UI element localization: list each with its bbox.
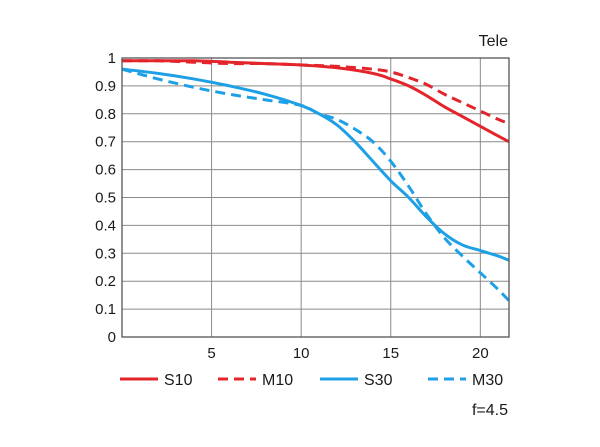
- y-tick-label: 0.1: [95, 301, 116, 318]
- legend-label-m10: M10: [262, 372, 293, 389]
- y-tick-label: 0.5: [95, 190, 116, 207]
- series-lines: [121, 59, 511, 302]
- y-tick-label: 1: [108, 50, 116, 67]
- x-tick-label: 10: [293, 345, 310, 362]
- y-tick-label: 0.7: [95, 134, 116, 151]
- legend-label-s10: S10: [164, 372, 193, 389]
- series-line-s10: [122, 59, 510, 144]
- y-tick-label: 0.6: [95, 162, 116, 179]
- x-tick-label: 5: [207, 345, 215, 362]
- x-tick-label: 15: [382, 345, 399, 362]
- grid-lines: [122, 58, 509, 337]
- series-line-s30: [121, 67, 510, 262]
- y-tick-label: 0: [108, 329, 116, 346]
- series-line-m10: [121, 59, 510, 125]
- y-tick-label: 0.4: [95, 217, 116, 234]
- legend-label-s30: S30: [364, 372, 393, 389]
- y-tick-label: 0.2: [95, 273, 116, 290]
- legend-label-m30: M30: [472, 372, 503, 389]
- y-tick-labels: 0 0.1 0.2 0.3 0.4 0.5 0.6 0.7 0.8 0.9 1: [95, 50, 116, 346]
- series-line-m30: [121, 67, 511, 302]
- x-tick-labels: 5 10 15 20: [207, 345, 488, 362]
- chart-title: Tele: [479, 33, 508, 50]
- y-tick-label: 0.3: [95, 245, 116, 262]
- x-tick-label: 20: [472, 345, 489, 362]
- y-tick-label: 0.8: [95, 106, 116, 123]
- aperture-note: f=4.5: [472, 402, 508, 419]
- legend: S10 M10 S30 M30: [120, 372, 503, 389]
- plot-frame: [121, 57, 510, 338]
- y-tick-label: 0.9: [95, 78, 116, 95]
